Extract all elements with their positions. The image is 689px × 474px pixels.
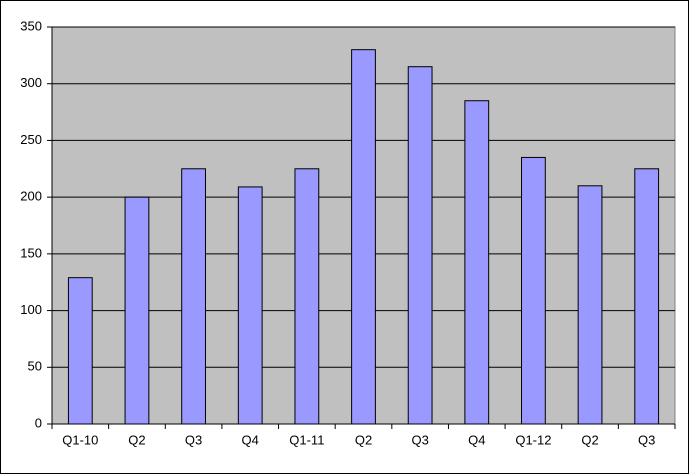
y-tick-label: 150 (20, 245, 42, 260)
y-tick-label: 350 (20, 18, 42, 33)
x-tick-label: Q3 (185, 432, 202, 447)
bar (237, 186, 263, 425)
bar (577, 185, 603, 425)
y-tick-label: 300 (20, 75, 42, 90)
bar (124, 196, 150, 425)
x-tick-label: Q3 (411, 432, 428, 447)
x-tick-label: Q2 (128, 432, 145, 447)
y-tick-label: 200 (20, 189, 42, 204)
bar (181, 168, 206, 425)
bar (67, 277, 93, 425)
y-tick-label: 50 (28, 359, 42, 374)
y-tick-label: 100 (20, 302, 42, 317)
bar (294, 168, 320, 425)
bar (464, 100, 490, 425)
bar (521, 156, 546, 425)
y-tick-label: 250 (20, 132, 42, 147)
x-tick-label: Q4 (242, 432, 259, 447)
x-tick-label: Q1-12 (515, 432, 551, 447)
bar (407, 66, 433, 425)
x-tick-label: Q2 (355, 432, 372, 447)
x-tick-label: Q4 (468, 432, 485, 447)
x-tick-label: Q3 (638, 432, 655, 447)
x-tick-label: Q2 (581, 432, 598, 447)
y-tick-label: 0 (35, 415, 42, 430)
x-tick-label: Q1-11 (289, 432, 324, 447)
bar (351, 49, 376, 425)
x-tick-label: Q1-10 (62, 432, 98, 447)
bar (634, 168, 660, 425)
